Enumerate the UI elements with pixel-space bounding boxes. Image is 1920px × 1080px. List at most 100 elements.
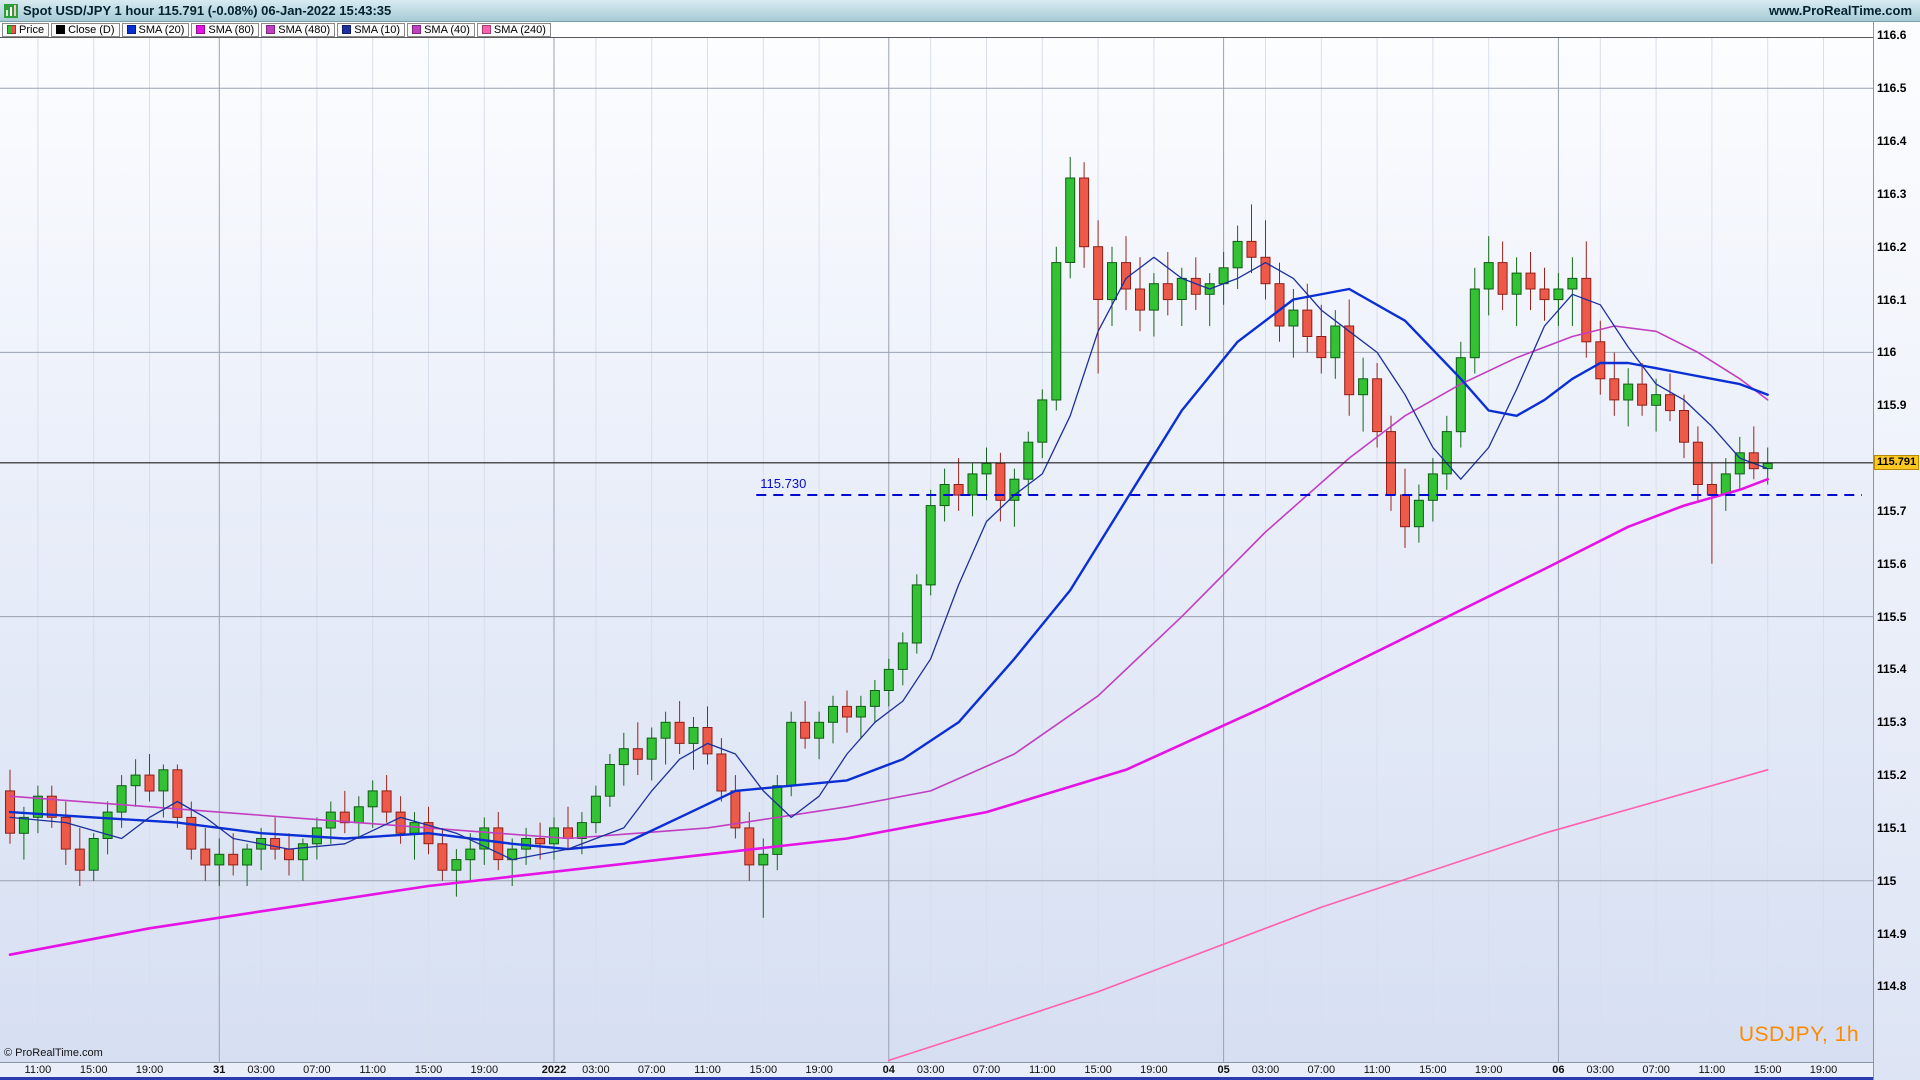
candle-body [646, 737, 657, 760]
candle-body [855, 705, 866, 718]
candle-body [1595, 341, 1606, 380]
candle-body [897, 642, 908, 670]
chart-column: Price Close (D) SMA (20) SMA (80) SMA (480) S… [0, 22, 1873, 1080]
candle-body [1009, 478, 1020, 501]
legend-item-sma-80[interactable]: SMA (80) [191, 22, 260, 37]
candle-body [1511, 272, 1522, 295]
time-label: 19:00 [1809, 1064, 1838, 1076]
price-tick-label: 116.2 [1877, 239, 1907, 254]
candle-body [1260, 256, 1271, 285]
price-tick-label: 116.3 [1877, 186, 1907, 201]
candle-body [549, 827, 559, 845]
time-axis[interactable]: 11:00 15:00 19:00 31 03:00 07:00 11:00 15:00 19:… [0, 1062, 1873, 1077]
time-label: 19:00 [1140, 1064, 1168, 1076]
chart-area[interactable]: 115.730 © ProRealTime.com USDJPY, 1h [0, 38, 1873, 1062]
candle-body [1232, 240, 1243, 269]
candle-body [116, 785, 127, 813]
candle-body [1316, 336, 1327, 359]
time-label: 11:00 [1363, 1064, 1391, 1076]
time-label-day: 31 [213, 1064, 226, 1076]
candle-body [1190, 277, 1201, 295]
legend-item-label: SMA (10) [354, 23, 401, 36]
candlestick-chart[interactable]: 115.730 [0, 38, 1873, 1062]
time-label: 19:00 [805, 1064, 833, 1076]
line-color-chip [266, 25, 276, 34]
candle-body [1302, 309, 1313, 338]
candle-body [88, 838, 99, 871]
candle-body [32, 795, 43, 818]
line-sma-240 [887, 768, 1769, 1062]
time-label-day: 05 [1217, 1064, 1230, 1076]
candle-body [1135, 288, 1145, 311]
legend-item-label: SMA (240) [493, 23, 546, 36]
line-color-chip [342, 25, 352, 34]
chart-app-icon [4, 3, 18, 18]
candle-body [381, 790, 392, 813]
candle-body [1037, 399, 1048, 443]
legend-item-sma-480[interactable]: SMA (480) [261, 22, 336, 37]
candle-body [800, 721, 811, 739]
candle-body [1497, 262, 1508, 295]
time-label: 15:00 [1753, 1064, 1782, 1076]
candle-body [395, 811, 406, 834]
legend-item-price[interactable]: Price [2, 22, 50, 37]
candle-body [814, 721, 825, 739]
candle-body [367, 790, 378, 808]
candle-body [828, 705, 838, 723]
candle-body [1581, 277, 1592, 343]
legend-item-label: Price [19, 23, 45, 36]
line-color-chip [56, 25, 66, 34]
time-label: 15:00 [79, 1064, 108, 1076]
legend-item-label: SMA (80) [208, 23, 255, 36]
chart-title: Spot USD/JPY 1 hour 115.791 (-0.08%) 06-… [23, 3, 392, 18]
time-label: 15:00 [414, 1064, 443, 1076]
price-tick-label: 115.4 [1877, 662, 1907, 677]
candle-body [563, 827, 573, 840]
candle-body [1093, 246, 1104, 300]
candle-body [1623, 383, 1634, 401]
price-tick-label: 114.8 [1877, 979, 1907, 994]
website-link[interactable]: www.ProRealTime.com [1768, 3, 1912, 18]
candle-body [1567, 277, 1578, 290]
price-tick-label: 115.1 [1877, 820, 1907, 835]
candle-body [1358, 378, 1369, 396]
candle-body [1176, 277, 1187, 300]
line-color-chip [481, 25, 491, 34]
candle-body [1400, 494, 1410, 528]
time-label: 11:00 [694, 1064, 721, 1076]
price-tick-label: 115.5 [1877, 609, 1907, 624]
candle-body [130, 774, 141, 787]
candle-body [1748, 452, 1759, 470]
legend-item-close-d[interactable]: Close (D) [51, 22, 120, 37]
candle-body [953, 484, 964, 496]
price-axis[interactable]: 116.6 116.5 116.4 116.3 116.2 116.1 116 115.9 11… [1873, 22, 1920, 1080]
line-sma-80 [8, 477, 1769, 957]
price-tick-label: 115.3 [1877, 715, 1907, 730]
candle-body [214, 853, 225, 866]
candle-icon [7, 25, 16, 34]
candle-body [74, 848, 85, 871]
time-label: 15:00 [749, 1064, 778, 1076]
candle-body [1441, 431, 1452, 475]
legend-item-sma-20[interactable]: SMA (20) [121, 22, 190, 37]
candle-body [1065, 177, 1076, 263]
copyright-label: © ProRealTime.com [4, 1047, 103, 1059]
candle-body [1162, 283, 1173, 301]
legend-item-sma-10[interactable]: SMA (10) [337, 22, 406, 37]
candle-body [102, 811, 113, 839]
candle-body [772, 785, 783, 855]
legend-item-sma-240[interactable]: SMA (240) [476, 22, 551, 37]
bottom-scrollbar[interactable] [0, 1077, 1873, 1080]
candle-body [911, 584, 922, 644]
price-tick-label: 115.6 [1877, 556, 1907, 571]
candle-body [883, 668, 894, 692]
candle-body [200, 848, 211, 866]
legend-item-sma-40[interactable]: SMA (40) [407, 22, 475, 37]
price-tick-label: 115.2 [1877, 768, 1907, 783]
time-label: 03:00 [582, 1064, 610, 1076]
legend-item-label: Close (D) [68, 23, 115, 36]
candle-body [1344, 325, 1355, 396]
time-label-day: 2022 [541, 1064, 567, 1076]
candle-body [535, 838, 546, 845]
